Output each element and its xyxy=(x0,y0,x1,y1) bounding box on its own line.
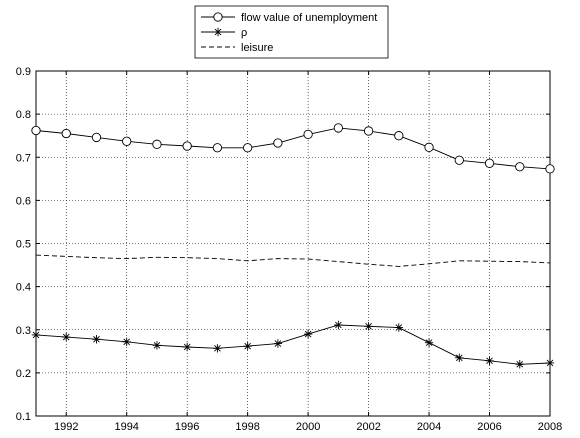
data-point xyxy=(424,142,434,152)
data-point xyxy=(515,360,524,369)
legend-entry: leisure xyxy=(241,42,273,54)
data-point xyxy=(424,338,434,347)
data-point xyxy=(454,155,464,165)
y-tick-label: 0.7 xyxy=(16,152,31,164)
data-point xyxy=(303,329,313,339)
series-line xyxy=(35,127,551,170)
data-point xyxy=(152,139,162,149)
data-point xyxy=(303,129,313,140)
data-point xyxy=(364,322,373,331)
data-point xyxy=(242,143,253,153)
x-tick-label: 2006 xyxy=(477,421,501,433)
data-point xyxy=(515,162,525,172)
data-point xyxy=(152,341,162,350)
y-tick-label: 0.3 xyxy=(16,325,31,337)
data-point xyxy=(484,158,495,168)
data-point xyxy=(212,143,223,153)
series-0 xyxy=(31,123,555,174)
x-tick-label: 1992 xyxy=(54,421,78,433)
data-point xyxy=(333,123,344,133)
data-point xyxy=(545,164,555,174)
x-tick-label: 1996 xyxy=(175,421,199,433)
y-tick-label: 0.1 xyxy=(16,411,31,423)
y-tick-label: 0.5 xyxy=(16,239,31,251)
x-tick-label: 2002 xyxy=(356,421,380,433)
y-tick-label: 0.6 xyxy=(16,195,31,207)
plot-frame xyxy=(35,70,551,417)
x-tick-label: 1994 xyxy=(114,421,138,433)
data-point xyxy=(485,356,494,365)
data-point xyxy=(545,358,555,368)
data-point xyxy=(273,339,283,348)
y-tick-label: 0.9 xyxy=(16,66,31,78)
series-line xyxy=(35,254,551,267)
data-point xyxy=(455,353,464,362)
axes-layer: 1992 1994 1996 1998 2000 2002 2004 2006 2008 0.1 0… xyxy=(16,66,563,433)
legend-entry: flow value of unemployment xyxy=(241,12,377,24)
data-point xyxy=(122,337,131,347)
x-tick-label: 2000 xyxy=(296,421,320,433)
data-point xyxy=(182,141,192,151)
y-tick-label: 0.4 xyxy=(16,282,31,294)
data-point xyxy=(273,138,283,148)
series-1 xyxy=(31,320,555,369)
data-point xyxy=(91,132,102,143)
legend-marker xyxy=(213,27,223,37)
legend-marker xyxy=(213,12,223,22)
data-point xyxy=(31,125,41,136)
x-tick-label: 2004 xyxy=(417,421,441,433)
y-tick-label: 0.8 xyxy=(16,109,31,121)
data-point xyxy=(334,320,343,330)
series-2 xyxy=(35,254,551,267)
x-tick-label: 1998 xyxy=(235,421,259,433)
data-point xyxy=(61,128,71,139)
data-point xyxy=(213,344,222,353)
series-line xyxy=(35,324,551,365)
data-point xyxy=(92,335,101,344)
data-point xyxy=(62,332,71,342)
y-tick-label: 0.2 xyxy=(16,368,31,380)
data-point xyxy=(363,126,374,136)
legend: flow value of unemployment ρ leisure xyxy=(194,5,389,59)
data-point xyxy=(31,330,41,340)
data-point xyxy=(243,341,252,351)
data-point xyxy=(182,342,192,352)
data-point xyxy=(394,131,404,141)
x-tick-label: 2008 xyxy=(538,421,562,433)
data-point xyxy=(122,136,132,146)
grid-layer xyxy=(36,70,551,417)
legend-entry: ρ xyxy=(241,27,247,39)
data-point xyxy=(394,323,404,332)
series-layer xyxy=(31,123,555,369)
